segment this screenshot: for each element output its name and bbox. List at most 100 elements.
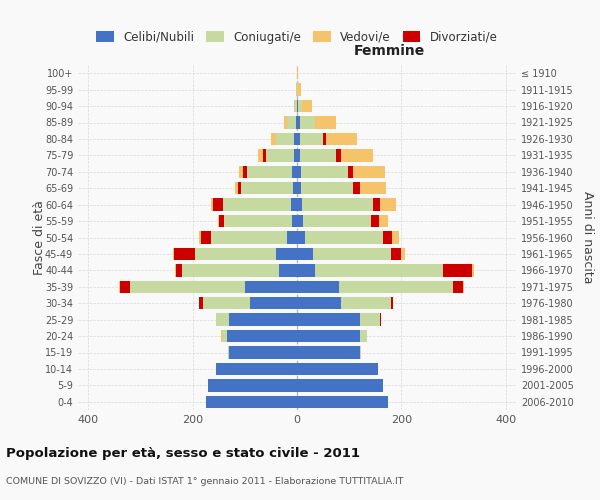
Bar — [271, 133, 276, 145]
Bar — [392, 232, 398, 243]
Bar — [276, 248, 297, 260]
Bar — [199, 232, 200, 243]
Bar — [276, 133, 295, 145]
Bar — [216, 363, 297, 375]
Bar — [323, 133, 326, 145]
Bar — [130, 280, 245, 293]
Bar — [296, 116, 297, 128]
Legend: Celibi/Nubili, Coniugati/e, Vedovi/e, Divorziati/e: Celibi/Nubili, Coniugati/e, Vedovi/e, Di… — [92, 26, 502, 48]
Bar — [218, 215, 219, 227]
Bar — [303, 215, 371, 227]
Bar — [326, 133, 357, 145]
Bar — [229, 314, 297, 326]
Bar — [299, 149, 336, 162]
Bar — [228, 346, 229, 358]
Bar — [219, 215, 224, 227]
Bar — [263, 149, 266, 162]
Bar — [176, 264, 182, 276]
Bar — [239, 166, 243, 178]
Bar — [287, 232, 297, 243]
Bar — [298, 100, 302, 112]
Bar — [245, 280, 297, 293]
Bar — [297, 232, 305, 243]
Bar — [341, 297, 391, 310]
Bar — [295, 149, 297, 162]
Bar — [315, 116, 336, 128]
Bar — [299, 133, 323, 145]
Bar — [299, 116, 315, 128]
Bar — [292, 166, 297, 178]
Bar — [211, 232, 287, 243]
Bar — [315, 264, 443, 276]
Bar — [293, 182, 297, 194]
Bar — [380, 198, 396, 211]
Bar — [297, 280, 339, 293]
Bar — [120, 280, 130, 293]
Bar — [339, 280, 454, 293]
Bar — [291, 198, 297, 211]
Bar — [359, 182, 386, 194]
Bar — [297, 379, 383, 392]
Bar — [297, 100, 298, 112]
Bar — [235, 182, 238, 194]
Text: Popolazione per età, sesso e stato civile - 2011: Popolazione per età, sesso e stato civil… — [6, 448, 360, 460]
Bar — [353, 166, 385, 178]
Bar — [216, 314, 229, 326]
Bar — [247, 166, 292, 178]
Bar — [348, 166, 353, 178]
Bar — [227, 330, 297, 342]
Bar — [196, 248, 276, 260]
Y-axis label: Anni di nascita: Anni di nascita — [581, 191, 593, 284]
Bar — [391, 297, 394, 310]
Bar — [243, 166, 247, 178]
Bar — [229, 346, 297, 358]
Bar — [297, 314, 359, 326]
Bar — [305, 232, 383, 243]
Bar — [373, 198, 380, 211]
Bar — [336, 149, 341, 162]
Bar — [401, 248, 406, 260]
Text: Femmine: Femmine — [353, 44, 425, 58]
Bar — [353, 182, 359, 194]
Bar — [221, 330, 223, 342]
Bar — [298, 84, 301, 96]
Bar — [258, 149, 263, 162]
Bar — [297, 84, 298, 96]
Bar — [297, 248, 313, 260]
Bar — [208, 379, 297, 392]
Bar — [302, 100, 311, 112]
Bar — [297, 116, 299, 128]
Text: COMUNE DI SOVIZZO (VI) - Dati ISTAT 1° gennaio 2011 - Elaborazione TUTTITALIA.IT: COMUNE DI SOVIZZO (VI) - Dati ISTAT 1° g… — [6, 478, 404, 486]
Bar — [200, 232, 211, 243]
Bar — [206, 396, 297, 408]
Bar — [266, 149, 295, 162]
Bar — [297, 198, 302, 211]
Bar — [301, 182, 353, 194]
Bar — [454, 280, 463, 293]
Bar — [297, 182, 301, 194]
Bar — [472, 264, 474, 276]
Bar — [203, 297, 250, 310]
Bar — [199, 297, 203, 310]
Bar — [284, 116, 287, 128]
Bar — [175, 264, 176, 276]
Bar — [224, 215, 292, 227]
Bar — [383, 232, 392, 243]
Bar — [182, 264, 279, 276]
Bar — [297, 297, 341, 310]
Bar — [297, 67, 298, 80]
Bar — [359, 346, 361, 358]
Bar — [119, 280, 120, 293]
Bar — [463, 280, 464, 293]
Bar — [297, 133, 299, 145]
Bar — [292, 215, 297, 227]
Bar — [223, 330, 227, 342]
Bar — [313, 248, 391, 260]
Bar — [297, 149, 299, 162]
Bar — [359, 314, 380, 326]
Bar — [241, 182, 293, 194]
Bar — [297, 264, 315, 276]
Bar — [301, 166, 348, 178]
Bar — [341, 149, 373, 162]
Bar — [380, 314, 382, 326]
